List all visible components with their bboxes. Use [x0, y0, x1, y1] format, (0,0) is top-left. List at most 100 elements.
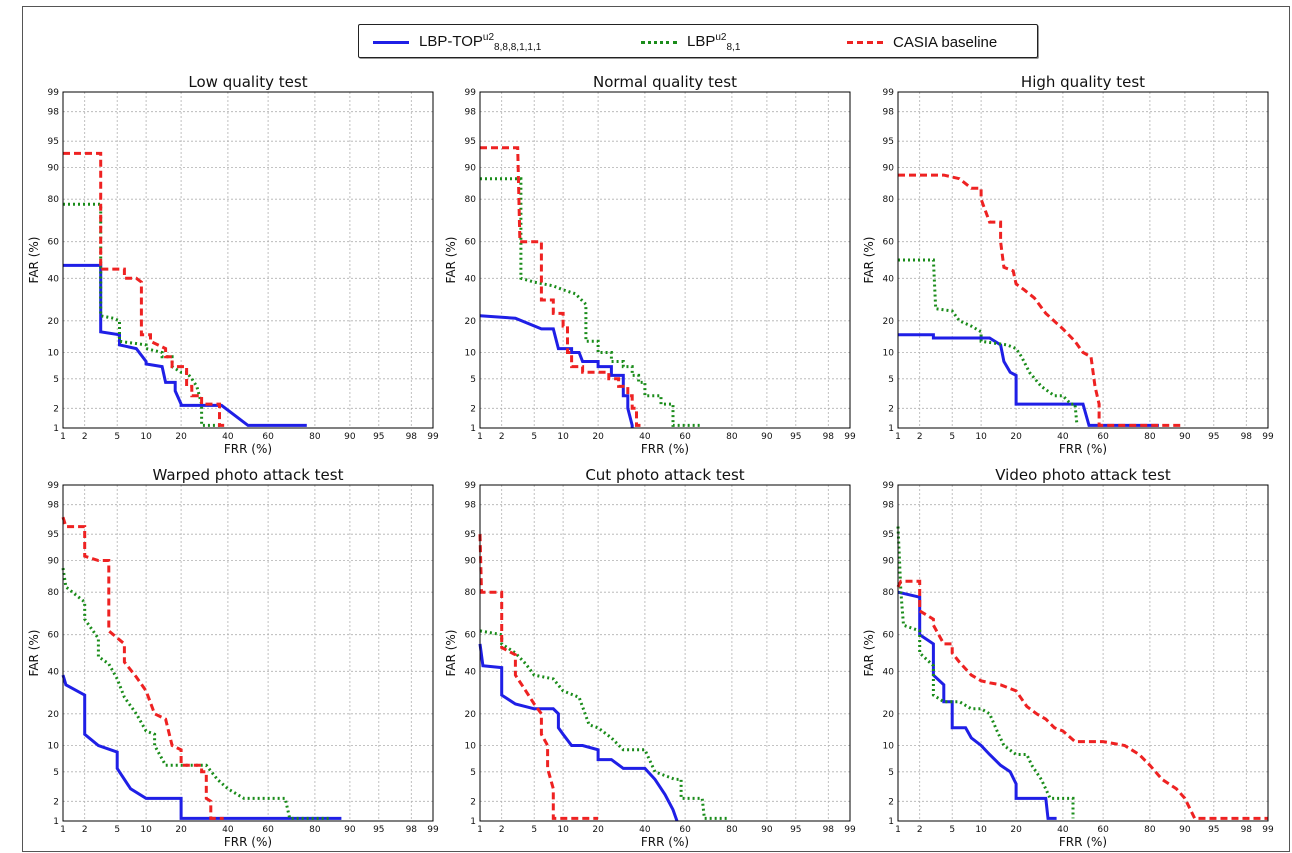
x-tick-label: 80: [309, 432, 321, 442]
y-tick-label: 10: [883, 349, 895, 359]
legend-label-lbp: LBPu28,1: [687, 32, 740, 53]
x-tick-label: 10: [140, 432, 152, 442]
y-tick-label: 2: [53, 797, 59, 807]
x-tick-label: 5: [114, 825, 120, 835]
x-axis-label: FRR (%): [224, 442, 272, 456]
axes-frame: [62, 91, 434, 429]
y-tick-label: 20: [48, 317, 60, 327]
series-line: [898, 333, 1159, 427]
x-tick-label: 40: [1057, 825, 1069, 835]
x-tick-label: 5: [949, 432, 955, 442]
x-tick-label: 99: [427, 432, 439, 442]
y-tick-label: 20: [465, 317, 477, 327]
y-axis-label: FAR (%): [444, 630, 458, 677]
legend-label-lbp-sup: u2: [715, 31, 727, 43]
axes-frame: [479, 484, 851, 822]
y-tick-label: 40: [48, 274, 60, 284]
figure-frame: [22, 6, 1290, 852]
y-tick-label: 1: [470, 424, 476, 434]
y-axis-label: FAR (%): [862, 237, 876, 284]
x-tick-label: 1: [477, 432, 483, 442]
chart-panel-3: 1 2 5 10 20 40 60 80 90 95 98 99 1 2 5 10 20 40 60 80 90 95 98…: [862, 73, 1274, 456]
y-tick-label: 98: [48, 108, 60, 118]
y-tick-label: 1: [888, 817, 894, 827]
y-tick-label: 98: [883, 108, 895, 118]
legend-label-casia: CASIA baseline: [893, 33, 998, 51]
x-tick-label: 60: [1097, 432, 1109, 442]
chart-title: Cut photo attack test: [585, 466, 744, 484]
series-line: [63, 263, 307, 427]
x-axis-label: FRR (%): [641, 835, 689, 849]
chart-title: Warped photo attack test: [153, 466, 344, 484]
x-tick-label: 5: [114, 432, 120, 442]
x-tick-label: 20: [1010, 825, 1022, 835]
y-tick-label: 40: [465, 274, 477, 284]
axes-frame: [62, 484, 434, 822]
x-tick-label: 98: [406, 825, 418, 835]
x-tick-label: 40: [639, 825, 651, 835]
chart-panel-5: 1 2 5 10 20 40 60 80 90 95 98 99 1 2 5 10 20 40 60 80 90 95 98…: [444, 466, 856, 849]
x-tick-label: 99: [1262, 432, 1274, 442]
y-tick-label: 80: [48, 588, 60, 598]
y-tick-label: 99: [883, 481, 895, 491]
x-tick-label: 98: [823, 825, 835, 835]
y-tick-label: 5: [470, 375, 476, 385]
y-tick-label: 20: [883, 317, 895, 327]
x-tick-label: 2: [82, 825, 88, 835]
x-tick-label: 10: [140, 825, 152, 835]
x-tick-label: 1: [477, 825, 483, 835]
y-tick-label: 5: [53, 375, 59, 385]
x-tick-label: 20: [592, 825, 604, 835]
plot-area: [898, 485, 1268, 821]
x-tick-label: 90: [761, 432, 773, 442]
legend-label-lbptop-sup: u2: [482, 31, 495, 43]
chart-panel-2: 1 2 5 10 20 40 60 80 90 95 98 99 1 2 5 10 20 40 60 80 90 95 98…: [444, 73, 856, 456]
y-tick-label: 60: [48, 238, 60, 248]
y-tick-label: 2: [888, 797, 894, 807]
y-tick-label: 95: [48, 137, 59, 147]
plot-area: [480, 92, 850, 428]
x-tick-label: 95: [373, 432, 384, 442]
legend-label-lbp-main: LBP: [687, 32, 716, 50]
y-tick-label: 95: [883, 530, 894, 540]
chart-panel-4: 1 2 5 10 20 40 60 80 90 95 98 99 1 2 5 10 20 40 60 80 90 95 98…: [27, 466, 439, 849]
series-line: [896, 579, 1268, 820]
series-line: [480, 146, 641, 427]
x-tick-label: 99: [1262, 825, 1274, 835]
y-tick-label: 20: [465, 710, 477, 720]
x-tick-label: 90: [344, 825, 356, 835]
plot-area: [480, 485, 850, 821]
axes-frame: [897, 484, 1269, 822]
series-line: [478, 643, 679, 822]
x-tick-label: 40: [1057, 432, 1069, 442]
y-tick-label: 2: [888, 404, 894, 414]
x-tick-label: 80: [1144, 432, 1156, 442]
y-tick-label: 99: [48, 481, 60, 491]
plot-area: [898, 92, 1268, 428]
y-tick-label: 95: [465, 137, 476, 147]
y-tick-label: 98: [883, 501, 895, 511]
y-tick-label: 10: [883, 742, 895, 752]
y-tick-label: 90: [465, 164, 477, 174]
x-tick-label: 60: [1097, 825, 1109, 835]
x-tick-label: 60: [262, 825, 274, 835]
y-tick-label: 80: [48, 195, 60, 205]
legend-label-lbptop-main: LBP-TOP: [419, 32, 483, 50]
legend-label-lbp-sub: 8,1: [726, 41, 741, 53]
series-line: [61, 567, 331, 820]
y-tick-label: 99: [465, 88, 477, 98]
x-tick-label: 20: [175, 432, 187, 442]
x-tick-label: 95: [1208, 825, 1219, 835]
y-tick-label: 99: [48, 88, 60, 98]
chart-panel-6: 1 2 5 10 20 40 60 80 90 95 98 99 1 2 5 10 20 40 60 80 90 95 98…: [862, 466, 1274, 849]
x-tick-label: 98: [1241, 432, 1253, 442]
y-tick-label: 1: [470, 817, 476, 827]
y-tick-label: 80: [465, 195, 477, 205]
y-tick-label: 2: [53, 404, 59, 414]
chart-title: Video photo attack test: [995, 466, 1171, 484]
y-tick-label: 90: [883, 164, 895, 174]
x-tick-label: 2: [499, 825, 505, 835]
x-tick-label: 90: [344, 432, 356, 442]
x-axis-label: FRR (%): [224, 835, 272, 849]
